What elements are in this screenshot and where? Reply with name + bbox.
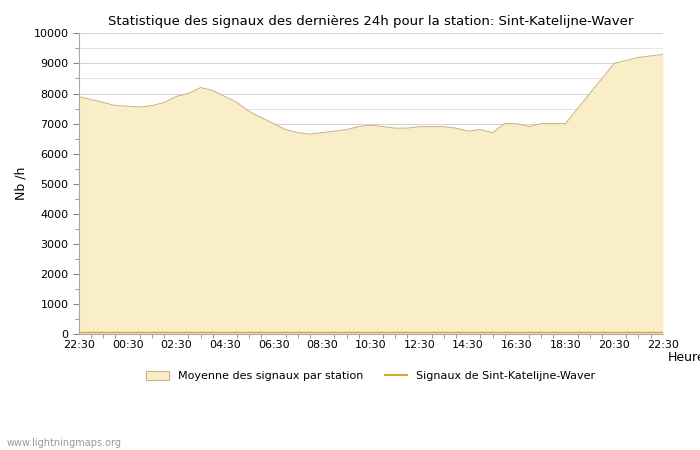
Legend: Moyenne des signaux par station, Signaux de Sint-Katelijne-Waver: Moyenne des signaux par station, Signaux… xyxy=(142,367,600,386)
X-axis label: Heure: Heure xyxy=(667,351,700,364)
Title: Statistique des signaux des dernières 24h pour la station: Sint-Katelijne-Waver: Statistique des signaux des dernières 24… xyxy=(108,15,634,28)
Y-axis label: Nb /h: Nb /h xyxy=(15,167,28,200)
Text: www.lightningmaps.org: www.lightningmaps.org xyxy=(7,438,122,448)
